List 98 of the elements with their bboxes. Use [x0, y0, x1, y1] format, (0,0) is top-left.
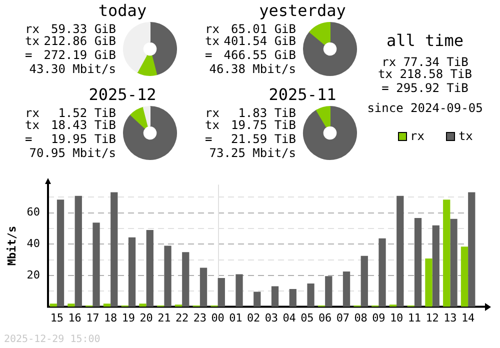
- bar: [146, 230, 154, 307]
- chart-title: today: [97, 1, 148, 20]
- text: = 295.92 TiB: [380, 81, 470, 95]
- x-tick-label: 20: [140, 311, 153, 324]
- bar: [103, 304, 111, 307]
- text: tx: [205, 118, 220, 132]
- x-tick-label: 17: [86, 311, 100, 324]
- x-tick-label: 18: [104, 311, 118, 324]
- bar: [139, 304, 146, 307]
- bar: [378, 238, 386, 307]
- x-tick-label: 06: [318, 311, 332, 324]
- x-tick-label: 15: [50, 311, 64, 324]
- text: 19.75 TiB: [230, 118, 296, 132]
- x-tick-label: 05: [300, 311, 314, 324]
- y-tick-label: 60: [26, 206, 40, 219]
- text: since 2024-09-05: [366, 101, 484, 115]
- bar: [432, 225, 440, 307]
- bar: [396, 196, 404, 307]
- bar: [68, 304, 75, 307]
- text: rx: [205, 106, 220, 120]
- x-tick-label: 13: [444, 311, 457, 324]
- bar: [460, 246, 468, 307]
- text: tx: [205, 34, 220, 48]
- bar: [360, 256, 368, 307]
- text: tx: [25, 34, 40, 48]
- chart-title: yesterday: [258, 1, 347, 20]
- bar: [307, 283, 314, 307]
- text: 59.33 GiB: [50, 22, 116, 36]
- x-tick-label: 03: [264, 311, 278, 324]
- y-axis-title: Mbit/s: [5, 226, 18, 266]
- y-tick-label: 40: [26, 236, 40, 250]
- text: =: [205, 132, 212, 146]
- x-tick-label: 23: [193, 311, 207, 324]
- bar: [342, 272, 350, 307]
- bar: [450, 218, 458, 307]
- text: 21.59 TiB: [230, 132, 296, 146]
- text: 73.25 Mbit/s: [209, 146, 296, 160]
- bar: [325, 276, 332, 307]
- x-tick-label: 16: [68, 311, 82, 324]
- bar: [443, 200, 450, 307]
- x-tick-label: 14: [461, 311, 476, 324]
- text: rx: [25, 22, 40, 36]
- text: 466.55 GiB: [224, 48, 296, 62]
- bar: [289, 288, 296, 307]
- text: rx: [205, 22, 220, 36]
- text: 70.95 Mbit/s: [29, 146, 116, 160]
- bar: [92, 222, 100, 307]
- bar: [425, 258, 432, 307]
- text: 1.52 TiB: [58, 106, 116, 120]
- x-tick-label: 09: [372, 311, 386, 324]
- bar: [414, 218, 422, 307]
- text: 18.43 TiB: [50, 118, 116, 132]
- legend-label: rx: [410, 129, 424, 143]
- legend-label: tx: [458, 129, 473, 143]
- text: 19.95 TiB: [50, 132, 116, 146]
- x-tick-label: 10: [390, 311, 404, 324]
- chart-title: 2025-12: [88, 85, 158, 104]
- x-tick-label: 21: [158, 311, 171, 324]
- text: 1.83 TiB: [238, 106, 296, 120]
- x-tick-label: 01: [229, 311, 242, 324]
- text: 212.86 GiB: [44, 34, 116, 48]
- bar: [128, 237, 136, 307]
- text: 46.38 Mbit/s: [209, 62, 296, 76]
- text: tx 218.58 TiB: [377, 67, 473, 81]
- chart-title: 2025-11: [268, 85, 336, 104]
- text: rx 77.34 TiB: [380, 55, 468, 69]
- x-tick-label: 08: [354, 311, 368, 324]
- x-tick-label: 22: [175, 311, 189, 324]
- bar: [56, 200, 64, 307]
- bar: [182, 252, 190, 307]
- bar: [200, 268, 208, 307]
- text: tx: [25, 118, 40, 132]
- x-tick-label: 07: [336, 311, 350, 324]
- text: 401.54 GiB: [224, 34, 296, 48]
- bar: [74, 196, 82, 307]
- text: 272.19 GiB: [44, 48, 116, 62]
- text: =: [25, 48, 32, 62]
- text: 43.30 Mbit/s: [29, 62, 116, 76]
- y-tick-label: 20: [26, 268, 40, 282]
- x-tick-label: 00: [211, 311, 224, 324]
- x-tick-label: 11: [408, 311, 422, 324]
- text: 65.01 GiB: [230, 22, 296, 36]
- bar: [50, 304, 57, 307]
- bar: [164, 246, 172, 307]
- x-tick-label: 02: [246, 311, 260, 324]
- text: all time: [385, 31, 465, 50]
- x-tick-label: 12: [426, 311, 439, 324]
- text: rx: [25, 106, 40, 120]
- bar: [271, 286, 279, 307]
- text: =: [205, 48, 212, 62]
- text: =: [25, 132, 32, 146]
- x-tick-label: 19: [122, 311, 136, 324]
- bar: [110, 192, 118, 307]
- bar: [236, 274, 243, 307]
- x-tick-label: 04: [282, 311, 296, 324]
- bar: [218, 278, 225, 307]
- bar: [254, 292, 261, 307]
- bar: [468, 192, 476, 307]
